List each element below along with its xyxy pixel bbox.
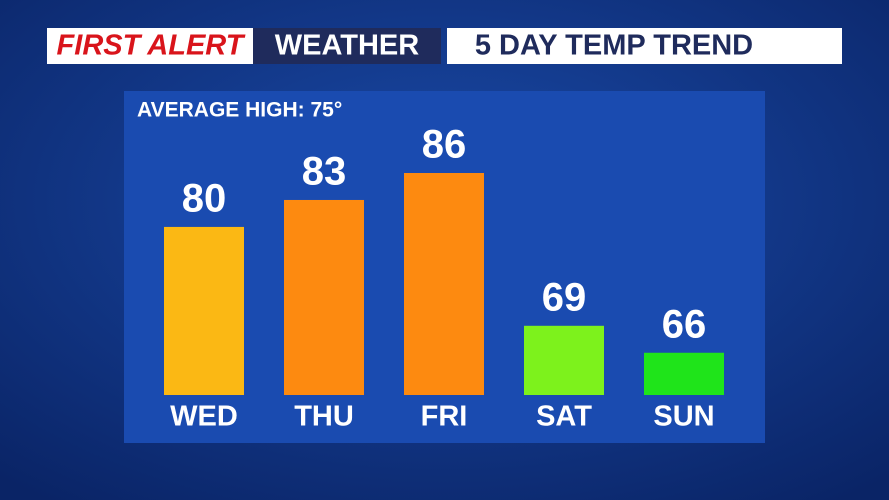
bar xyxy=(644,352,724,395)
bar xyxy=(284,199,364,395)
brand: FIRST ALERT xyxy=(57,30,246,62)
x-tick-label: THU xyxy=(294,401,354,433)
x-tick-label: SAT xyxy=(536,401,592,433)
section: WEATHER xyxy=(275,30,420,62)
title-box xyxy=(447,28,842,64)
bar xyxy=(404,173,484,395)
value-label: 66 xyxy=(662,302,707,346)
subtitle: AVERAGE HIGH: 75° xyxy=(137,99,342,122)
x-tick-label: SUN xyxy=(653,401,714,433)
brand-box xyxy=(47,28,253,64)
value-label: 83 xyxy=(302,150,347,194)
value-label: 86 xyxy=(422,123,467,167)
bar xyxy=(524,325,604,395)
x-tick-label: WED xyxy=(170,401,238,433)
chart-title: 5 DAY TEMP TREND xyxy=(475,30,753,62)
section-box xyxy=(253,28,441,64)
bar xyxy=(164,226,244,395)
value-label: 80 xyxy=(182,176,227,220)
value-label: 69 xyxy=(542,275,587,319)
x-tick-label: FRI xyxy=(421,401,468,433)
